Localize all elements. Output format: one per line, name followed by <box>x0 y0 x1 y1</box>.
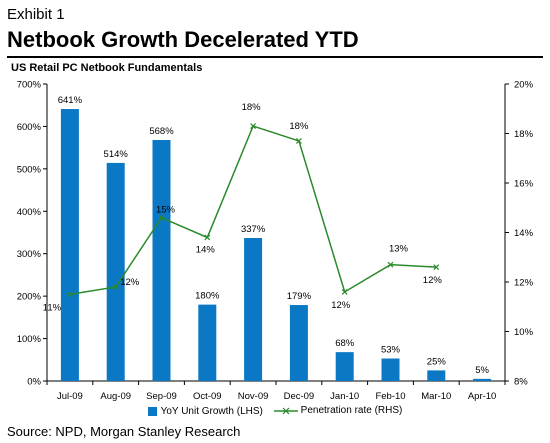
bar-data-label: 53% <box>381 345 401 356</box>
bar-data-label: 68% <box>335 338 355 349</box>
bar-data-label: 337% <box>241 224 266 235</box>
y-right-tick-label: 16% <box>514 179 534 190</box>
bar-data-label: 179% <box>287 291 312 302</box>
y-left-tick-label: 200% <box>17 292 42 303</box>
line-point <box>158 214 165 221</box>
line-point <box>295 138 302 144</box>
y-right-tick-label: 20% <box>514 80 534 91</box>
title-divider <box>7 56 543 58</box>
line-data-label: 18% <box>242 102 262 113</box>
y-left-tick-label: 400% <box>17 207 42 218</box>
x-tick-label: Jul-09 <box>57 391 83 402</box>
bar <box>106 162 125 381</box>
y-right-tick-label: 10% <box>514 327 534 338</box>
line-data-label: 15% <box>156 205 176 216</box>
line-data-label: 12% <box>331 300 351 311</box>
line-point <box>204 234 211 241</box>
line-data-label: 18% <box>289 121 309 132</box>
y-left-tick-label: 700% <box>17 80 42 91</box>
line-point <box>341 288 348 295</box>
y-left-tick-label: 100% <box>17 334 42 345</box>
x-tick-label: Apr-10 <box>468 391 497 402</box>
bar-data-label: 514% <box>104 149 129 160</box>
bar-data-label: 25% <box>427 356 447 367</box>
bar-data-label: 641% <box>58 95 83 106</box>
y-left-tick-label: 0% <box>27 377 41 388</box>
bar <box>244 238 263 381</box>
bar <box>381 358 400 381</box>
page-title: Netbook Growth Decelerated YTD <box>7 27 359 52</box>
line-data-label: 13% <box>389 244 409 255</box>
y-left-tick-label: 500% <box>17 164 42 175</box>
bar <box>289 305 308 381</box>
y-right-tick-label: 14% <box>514 228 534 239</box>
legend-label-line: Penetration rate (RHS) <box>300 405 403 416</box>
x-tick-label: Dec-09 <box>284 391 315 402</box>
line-point <box>387 261 394 268</box>
line-point <box>433 264 440 271</box>
legend-label-bars: YoY Unit Growth (LHS) <box>160 405 263 417</box>
y-right-tick-label: 12% <box>514 278 534 289</box>
x-tick-label: Feb-10 <box>375 391 405 402</box>
x-tick-label: Nov-09 <box>238 391 269 402</box>
legend-item-line: Penetration rate (RHS) <box>273 405 403 416</box>
bar-data-label: 5% <box>475 365 489 376</box>
y-right-tick-label: 18% <box>514 129 534 140</box>
bar <box>427 370 446 381</box>
x-tick-label: Sep-09 <box>146 391 177 402</box>
bar <box>152 140 171 381</box>
legend-line-swatch <box>273 407 298 414</box>
legend-item-bars: YoY Unit Growth (LHS) <box>147 405 263 417</box>
line-point <box>112 284 119 290</box>
line-data-label: 12% <box>120 277 140 288</box>
line-data-label: 11% <box>43 302 62 313</box>
y-right-tick-label: 8% <box>514 377 528 388</box>
exhibit-label: Exhibit 1 <box>7 6 65 23</box>
line-point <box>250 123 257 129</box>
bar-data-label: 568% <box>149 126 174 137</box>
chart-subtitle: US Retail PC Netbook Fundamentals <box>11 62 203 74</box>
bar <box>60 109 79 381</box>
bar <box>198 304 217 381</box>
x-tick-label: Mar-10 <box>421 391 451 402</box>
y-left-tick-label: 600% <box>17 122 42 133</box>
y-left-tick-label: 300% <box>17 249 42 260</box>
x-tick-label: Aug-09 <box>100 391 131 402</box>
line-point <box>66 291 73 298</box>
bar <box>473 378 492 381</box>
line-data-label: 14% <box>196 244 216 255</box>
bar <box>335 352 354 381</box>
bar-data-label: 180% <box>195 291 220 302</box>
x-tick-label: Jan-10 <box>330 391 359 402</box>
chart-legend: YoY Unit Growth (LHS) Penetration rate (… <box>0 405 550 419</box>
source-note: Source: NPD, Morgan Stanley Research <box>7 424 241 439</box>
legend-bar-swatch <box>147 406 157 416</box>
x-tick-label: Oct-09 <box>193 391 222 402</box>
line-data-label: 12% <box>423 275 443 286</box>
